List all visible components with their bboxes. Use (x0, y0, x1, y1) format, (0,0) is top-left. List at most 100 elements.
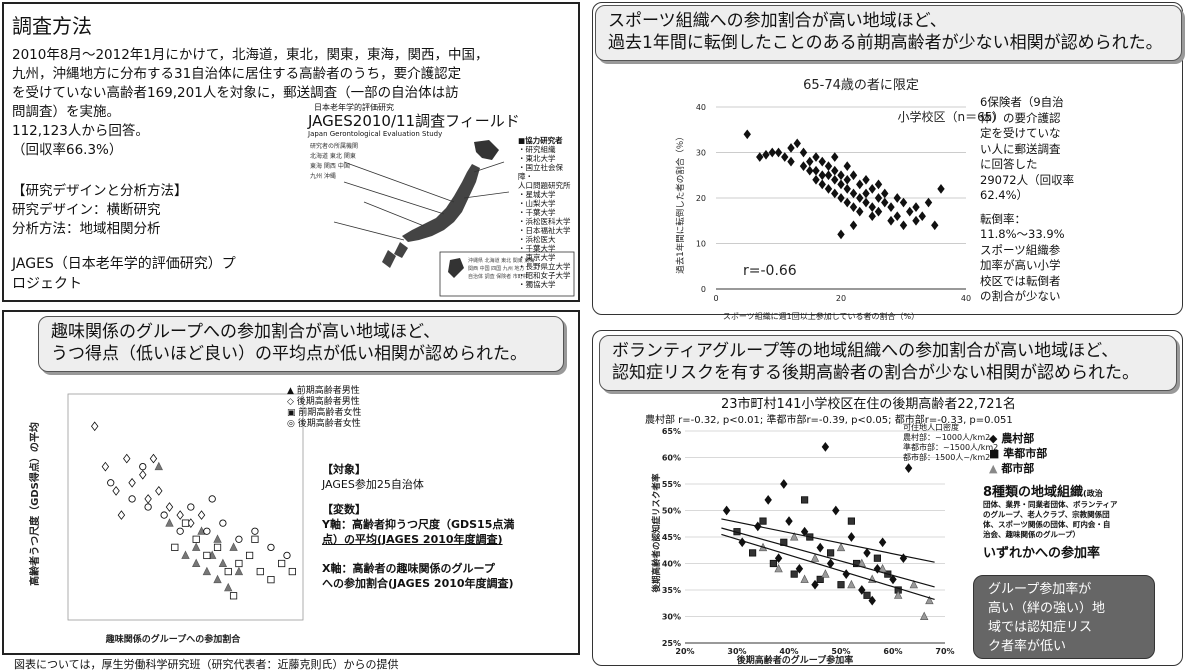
x-axis-label: 趣味関係のグループへの参加割合 (105, 633, 241, 645)
data-point (101, 461, 110, 472)
data-point (937, 184, 945, 194)
data-point (812, 174, 820, 185)
data-point (868, 202, 876, 212)
var-y-line: Y軸：高齢者抑うつ尺度（GDS15点満 (322, 518, 515, 531)
banner-line: スポーツ組織への参加割合が高い地域ほど、 (608, 11, 947, 31)
legend-label: 前期高齢者女性 (298, 408, 362, 418)
regression-line (721, 518, 935, 563)
x-tick-label: 20 (836, 294, 846, 303)
subject-heading: 【対象】 (322, 463, 366, 476)
data-point (874, 193, 883, 203)
data-point (821, 569, 830, 578)
y-tick-label: 50% (662, 507, 681, 516)
data-point (91, 421, 99, 432)
data-point (267, 576, 275, 584)
data-point (831, 165, 839, 176)
data-point (191, 558, 201, 567)
data-point (756, 152, 764, 162)
note-line: 加率が高い小学 (980, 258, 1061, 272)
data-point (224, 567, 232, 576)
data-point (831, 174, 839, 185)
banner-line: うつ得点（低いほど良い）の平均点が低い相関が認められた。 (51, 344, 527, 364)
data-point (793, 138, 801, 149)
legend-item: ◆ 農村部 (989, 431, 1047, 446)
data-point (139, 469, 147, 480)
school-district-label: 小学校区（n＝65） (898, 109, 1005, 124)
data-point (858, 585, 866, 595)
y-tick-label: 60% (662, 454, 681, 463)
banner-line: ボランティアグループ等の地域組織への参加割合が高い地域ほど、 (612, 341, 1119, 361)
data-point (722, 505, 731, 516)
circle-icon: ◎ (287, 419, 295, 429)
data-point (831, 188, 839, 199)
data-point (863, 591, 871, 599)
data-point (176, 510, 184, 520)
data-point (899, 220, 908, 231)
data-point (931, 220, 939, 231)
svg-text:自治体 調査 保険者 市町村: 自治体 調査 保険者 市町村 (468, 273, 528, 280)
data-point (806, 156, 814, 167)
x-axis-label: 後期高齢者のグループ参加率 (737, 654, 853, 666)
analysis-text: 分析方法：地域相関分析 (12, 221, 161, 237)
data-point (219, 519, 227, 527)
data-point (816, 575, 824, 583)
collab-item: ・東北大学 (518, 154, 556, 163)
data-point (824, 170, 833, 181)
data-point (920, 611, 929, 620)
correlation-label: r=-0.66 (743, 263, 797, 279)
data-point (800, 574, 809, 583)
data-point (213, 574, 222, 584)
collab-item: ・研究組織 (518, 145, 556, 154)
data-point (912, 215, 920, 226)
x-tick-label: 50% (831, 647, 850, 656)
data-point (812, 152, 820, 162)
data-point (283, 551, 291, 560)
collab-item: ・東京大学 (518, 253, 556, 262)
data-point (128, 477, 136, 488)
data-point (738, 537, 746, 548)
note-line: 定を受けていな (980, 126, 1061, 140)
data-point (881, 188, 889, 199)
banner-line: 過去1年間に転倒したことのある前期高齢者が少ない相関が認められた。 (608, 33, 1163, 53)
data-point (128, 495, 136, 503)
legend-label: 後期高齢者男性 (296, 397, 360, 407)
data-point (831, 152, 839, 162)
density-line: 可住地人口密度 (903, 423, 959, 432)
methods-line: 問調査）を実施。 (12, 104, 120, 120)
y-tick-label: 0 (701, 285, 706, 294)
note-line: 6保険者（9自治 (980, 95, 1064, 109)
design-heading: 【研究デザインと分析方法】 (12, 183, 188, 199)
data-point (774, 563, 783, 573)
banner-line: 趣味関係のグループへの参加割合が高い地域ほど、 (51, 322, 441, 342)
callout-box: グループ参加率が 高い（絆の強い）地 域では認知症リス ク者率が低い (973, 575, 1155, 659)
data-point (155, 485, 163, 496)
data-point (874, 179, 883, 190)
data-point (165, 502, 174, 512)
data-point (154, 461, 163, 471)
sports-note: 6保険者（9自治 体）の要介護認 定を受けていな い人に郵送調査 に回答した 2… (980, 95, 1074, 305)
x-tick-label: 70% (935, 647, 954, 656)
collab-title: ■協力研究者 (518, 136, 563, 145)
x-tick-label: 40 (961, 294, 971, 303)
data-point (818, 156, 826, 167)
data-point (909, 579, 918, 589)
y-tick-label: 10 (696, 240, 706, 249)
data-point (893, 193, 901, 203)
hobby-banner: 趣味関係のグループへの参加割合が高い地域ほど、 うつ得点（低いほど良い）の平均点… (38, 316, 564, 372)
data-point (856, 193, 864, 203)
data-point (218, 558, 228, 567)
data-point (906, 206, 914, 217)
data-point (187, 503, 195, 511)
y-tick-label: 45% (662, 533, 681, 542)
methods-line: 九州，沖縄地方に分布する31自治体に居住する高齢者のうち，要介護認定 (12, 66, 462, 82)
data-point (862, 197, 870, 208)
data-point (847, 579, 856, 589)
map-small-label: 日本老年学的評価研究 (314, 103, 394, 112)
data-point (171, 543, 179, 551)
data-point (837, 229, 845, 240)
y-tick-label: 30% (662, 613, 681, 622)
callout-line: ク者率が低い (988, 639, 1067, 654)
data-point (191, 542, 201, 551)
data-point (874, 206, 883, 217)
